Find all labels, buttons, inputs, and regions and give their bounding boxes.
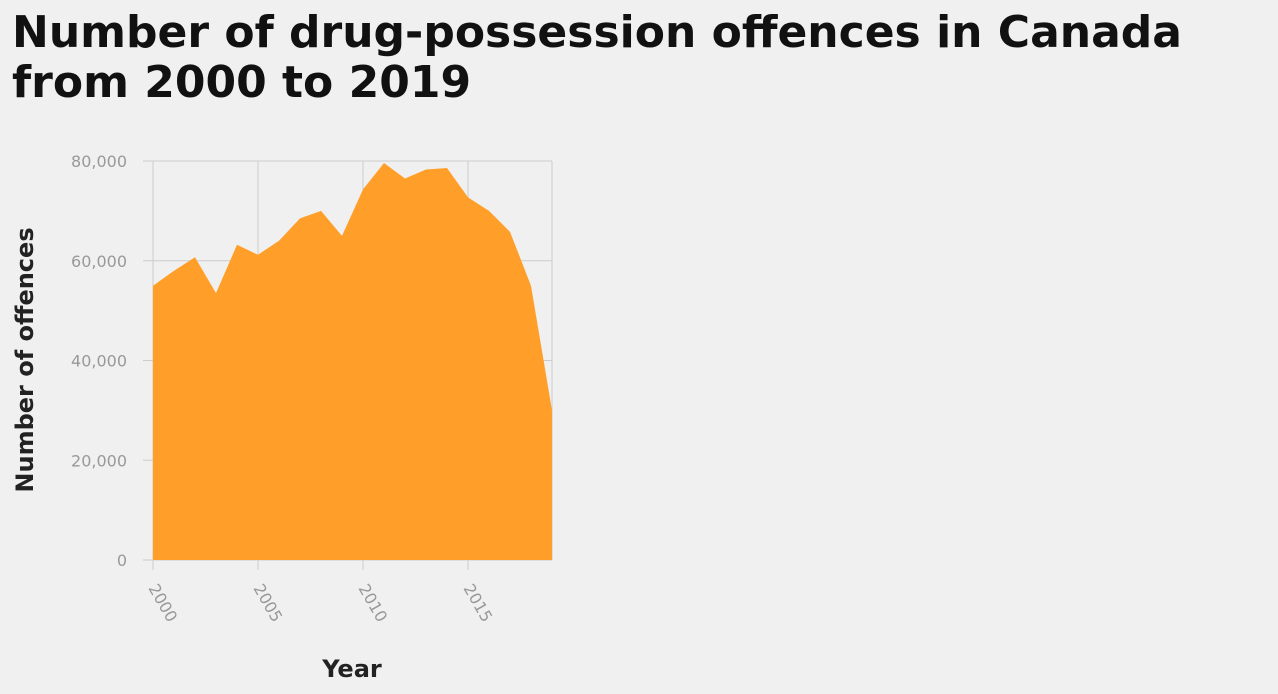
y-tick-label: 80,000: [71, 152, 127, 171]
y-tick-label: 40,000: [71, 352, 127, 371]
x-tick-label: 2000: [145, 581, 182, 626]
chart-title: Number of drug-possession offences in Ca…: [12, 7, 1182, 108]
x-tick-label: 2005: [250, 581, 287, 626]
x-axis-title: Year: [321, 655, 382, 683]
y-tick-label: 60,000: [71, 252, 127, 271]
area-series: [153, 162, 552, 560]
x-tick-label: 2010: [355, 581, 392, 626]
y-axis-ticks: 0 20,000 40,000 60,000 80,000: [71, 152, 153, 570]
area-fill: [153, 162, 552, 560]
x-axis-ticks: 2000 2005 2010 2015: [145, 560, 497, 626]
x-tick-label: 2015: [460, 581, 497, 626]
y-tick-label: 0: [117, 551, 127, 570]
y-axis-title: Number of offences: [11, 227, 39, 492]
y-tick-label: 20,000: [71, 451, 127, 470]
